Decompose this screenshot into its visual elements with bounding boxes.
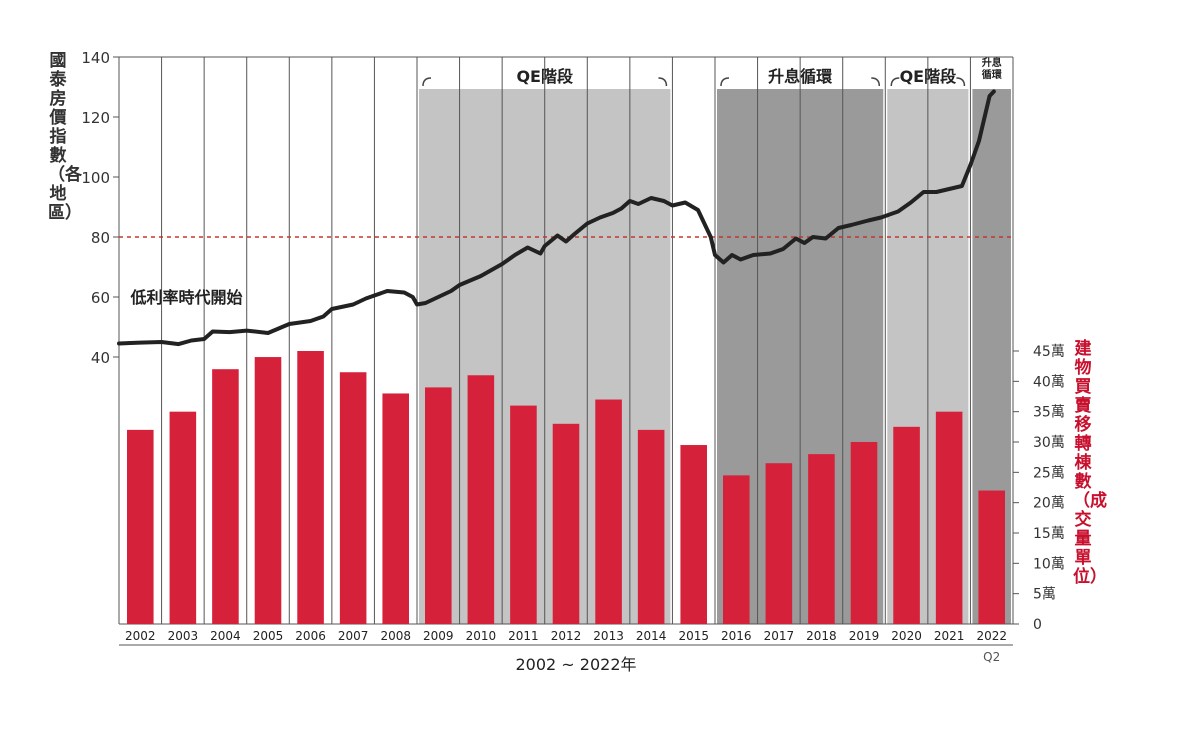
left-tick-label: 140 xyxy=(81,49,110,67)
year-label: 2013 xyxy=(593,629,624,643)
period-bracket xyxy=(720,77,881,87)
period-bracket xyxy=(422,77,668,87)
bar-2002 xyxy=(127,429,154,624)
year-label: 2004 xyxy=(210,629,241,643)
right-tick-label: 45萬 xyxy=(1033,344,1065,360)
bar-2003 xyxy=(169,411,197,624)
bar-2022 xyxy=(978,490,1005,624)
left-tick-label: 40 xyxy=(91,349,110,367)
bar-2007 xyxy=(339,372,367,624)
year-label: 2014 xyxy=(636,629,667,643)
right-tick-label: 15萬 xyxy=(1033,526,1065,542)
bar-2021 xyxy=(935,411,963,624)
left-tick-label: 60 xyxy=(91,289,110,307)
year-label: 2003 xyxy=(168,629,199,643)
index-line xyxy=(117,89,996,347)
year-label: 2010 xyxy=(466,629,497,643)
bar-2013 xyxy=(595,399,622,624)
right-tick-label: 20萬 xyxy=(1033,496,1065,512)
right-tick-label: 0 xyxy=(1033,617,1042,633)
bar-2012 xyxy=(552,423,580,624)
bar-2008 xyxy=(382,393,409,624)
bar-2016 xyxy=(723,475,750,624)
period-bracket xyxy=(890,77,966,87)
bar-2020 xyxy=(893,426,920,624)
year-label: 2017 xyxy=(764,629,795,643)
left-axis-label: 國泰房價指數（各地區） xyxy=(48,51,82,223)
year-label: 2006 xyxy=(295,629,326,643)
year-label: 2002 xyxy=(125,629,156,643)
year-label: 2009 xyxy=(423,629,454,643)
bar-2010 xyxy=(467,375,495,624)
year-label: 2015 xyxy=(678,629,709,643)
right-tick-label: 40萬 xyxy=(1033,374,1065,390)
left-tick-label: 120 xyxy=(81,109,110,127)
x-axis-title: 2002 ~ 2022年 xyxy=(515,655,636,674)
year-suffix: Q2 xyxy=(983,650,1000,664)
bar-2009 xyxy=(425,387,452,624)
year-label: 2019 xyxy=(849,629,880,643)
bar-2004 xyxy=(212,369,239,624)
year-label: 2008 xyxy=(380,629,411,643)
bar-2005 xyxy=(254,357,282,624)
right-tick-label: 35萬 xyxy=(1033,405,1065,421)
right-tick-label: 25萬 xyxy=(1033,465,1065,481)
year-label: 2005 xyxy=(253,629,284,643)
year-label: 2012 xyxy=(551,629,582,643)
bar-2015 xyxy=(680,445,707,624)
bar-2006 xyxy=(297,351,324,624)
year-label: 2011 xyxy=(508,629,539,643)
year-label: 2021 xyxy=(934,629,965,643)
annotation: 低利率時代開始 xyxy=(130,288,243,307)
left-tick-label: 100 xyxy=(81,169,110,187)
bar-2014 xyxy=(637,429,665,624)
year-label: 2022 xyxy=(976,629,1007,643)
right-tick-label: 5萬 xyxy=(1033,587,1056,603)
right-axis-label: 建物買賣移轉棟數（成交量單位） xyxy=(1073,339,1107,587)
left-tick-label: 80 xyxy=(91,229,110,247)
bar-2011 xyxy=(510,405,537,624)
bar-2017 xyxy=(765,463,793,624)
bar-2018 xyxy=(808,454,835,624)
year-label: 2016 xyxy=(721,629,752,643)
period-label: 升息循環 xyxy=(982,56,1003,81)
year-label: 2018 xyxy=(806,629,837,643)
year-label: 2007 xyxy=(338,629,369,643)
right-tick-label: 30萬 xyxy=(1033,435,1065,451)
bar-2019 xyxy=(850,442,878,624)
year-label: 2020 xyxy=(891,629,922,643)
right-tick-label: 10萬 xyxy=(1033,556,1065,572)
